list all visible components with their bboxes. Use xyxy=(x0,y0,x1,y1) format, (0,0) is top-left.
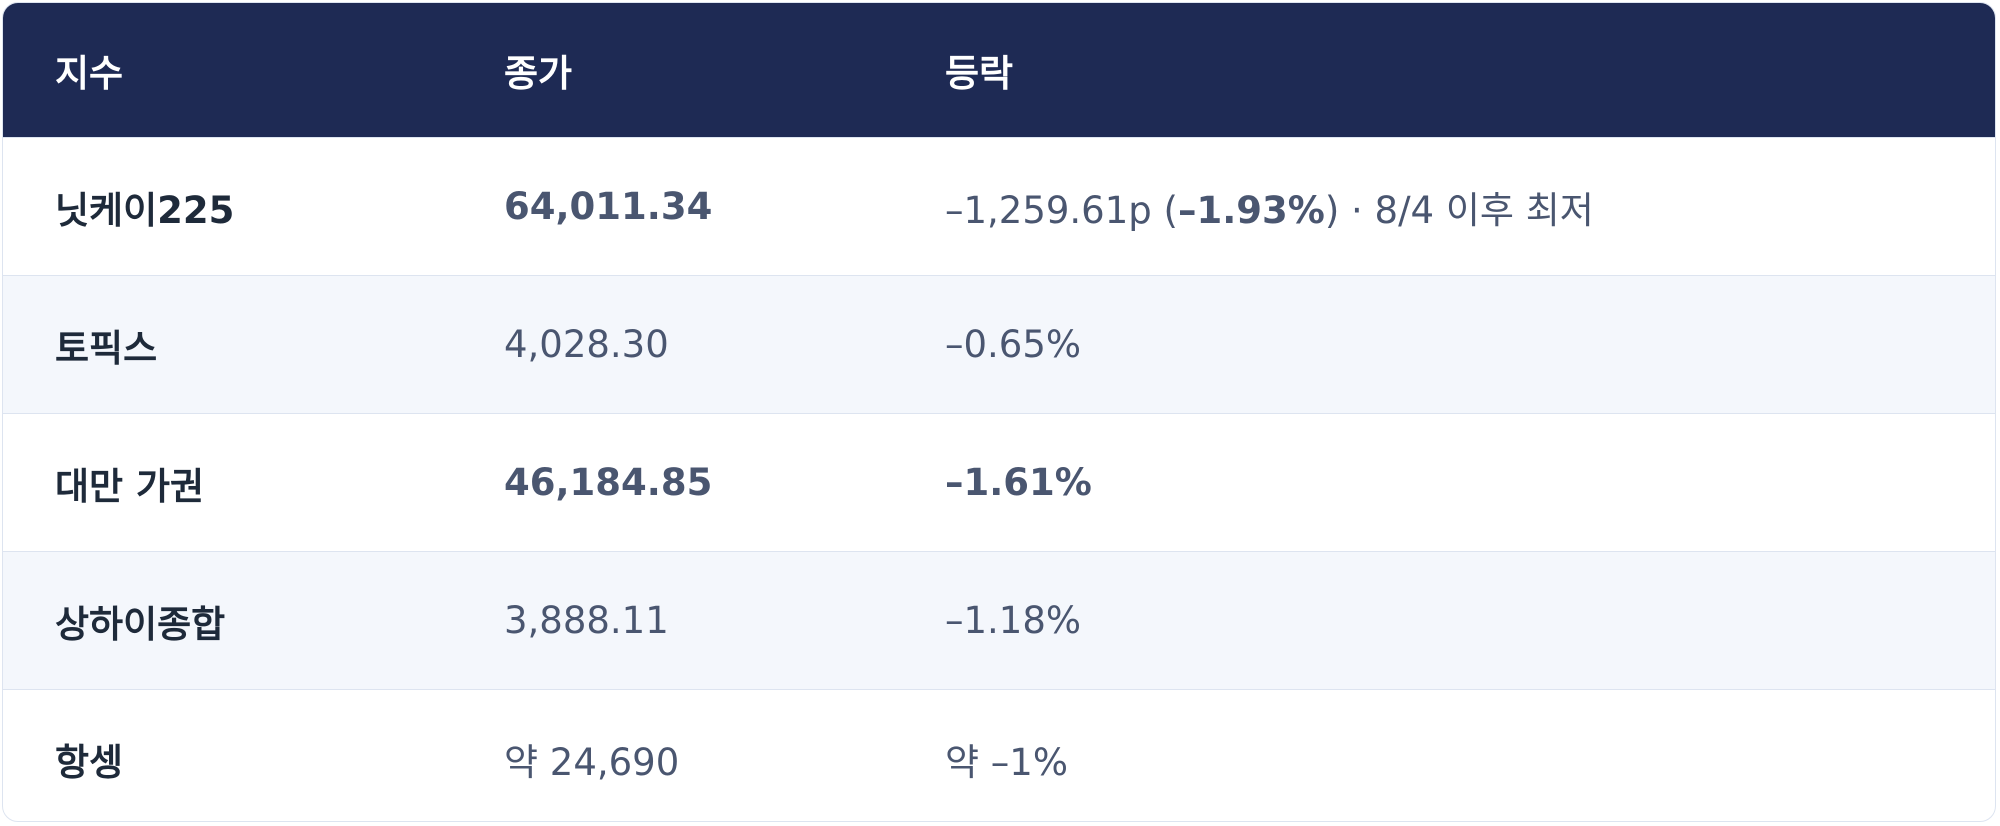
close-cell: 46,184.85 xyxy=(452,413,893,552)
close-cell: 약 24,690 xyxy=(452,689,893,821)
close-cell: 4,028.30 xyxy=(452,275,893,414)
index-name: 토픽스 xyxy=(3,275,452,414)
index-name: 상하이종합 xyxy=(3,551,452,690)
table-row: 항셍 약 24,690 약 –1% xyxy=(3,689,1995,821)
close-cell: 3,888.11 xyxy=(452,551,893,690)
change-text: –1,259.61p ( xyxy=(945,188,1178,232)
table-row: 대만 가권 46,184.85 –1.61% xyxy=(3,413,1995,552)
change-text: –1.18% xyxy=(945,599,1082,642)
header-cell: 종가 xyxy=(452,3,893,138)
table-row: 토픽스 4,028.30 –0.65% xyxy=(3,275,1995,414)
table-row: 상하이종합 3,888.11 –1.18% xyxy=(3,551,1995,690)
close-value: 3,888.11 xyxy=(504,599,669,642)
header-row: 지수 종가 등락 xyxy=(3,3,1995,138)
change-cell: –0.65% xyxy=(893,275,1995,414)
change-cell: 약 –1% xyxy=(893,689,1995,821)
close-cell: 64,011.34 xyxy=(452,137,893,276)
header-cell: 지수 xyxy=(3,3,452,138)
close-value: 4,028.30 xyxy=(504,323,669,366)
index-name: 대만 가권 xyxy=(3,413,452,552)
header-cell: 등락 xyxy=(893,3,1995,138)
change-cell: –1.61% xyxy=(893,413,1995,552)
change-text: 약 –1% xyxy=(945,740,1068,784)
index-name: 항셍 xyxy=(3,689,452,821)
change-text: ) · 8/4 이후 최저 xyxy=(1324,188,1594,232)
change-text: –1.93% xyxy=(1177,188,1325,232)
change-text: –1.61% xyxy=(945,461,1092,504)
close-value: 64,011.34 xyxy=(504,185,713,228)
change-cell: –1,259.61p (–1.93%) · 8/4 이후 최저 xyxy=(893,137,1995,276)
table-row: 닛케이225 64,011.34 –1,259.61p (–1.93%) · 8/4… xyxy=(3,137,1995,276)
index-name: 닛케이225 xyxy=(3,137,452,276)
change-text: –0.65% xyxy=(945,323,1082,366)
index-table: 지수 종가 등락 닛케이225 64,011.34 –1,259.61p (–1.93%… xyxy=(3,3,1995,821)
close-value: 약 24,690 xyxy=(504,740,680,784)
close-value: 46,184.85 xyxy=(504,461,713,504)
change-cell: –1.18% xyxy=(893,551,1995,690)
